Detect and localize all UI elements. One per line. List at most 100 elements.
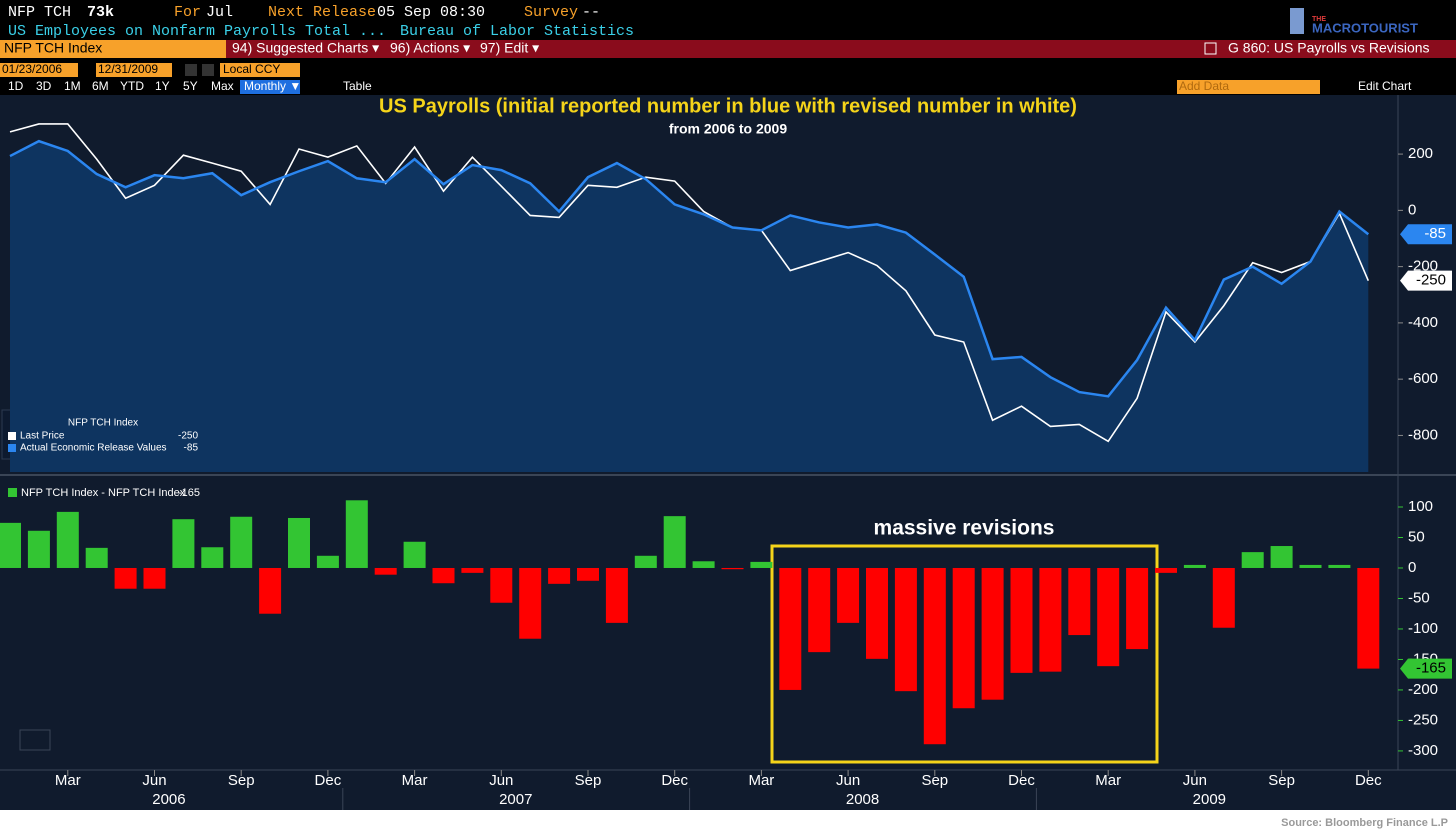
- x-tick-label: Dec: [661, 772, 688, 789]
- next-value: 05 Sep 08:30: [377, 4, 485, 21]
- period-button[interactable]: 1M: [64, 79, 81, 93]
- frequency-field[interactable]: [240, 80, 300, 94]
- edit-chart[interactable]: Edit Chart: [1358, 79, 1412, 93]
- period-button[interactable]: 6M: [92, 79, 109, 93]
- currency: Local CCY: [223, 62, 280, 76]
- x-tick-label: Sep: [921, 772, 948, 789]
- footer-bg: [0, 810, 1456, 839]
- add-data-field[interactable]: [1177, 80, 1320, 94]
- bar: [143, 567, 166, 589]
- period-button[interactable]: 5Y: [183, 79, 198, 93]
- bar: [1155, 567, 1177, 573]
- legend-value: -250: [178, 431, 198, 442]
- bar: [461, 567, 484, 573]
- menu-item[interactable]: 96) Actions ▾: [390, 40, 470, 56]
- logo-main: MACROTOURIST: [1312, 20, 1418, 35]
- bar: [114, 567, 137, 589]
- bar: [0, 522, 21, 568]
- x-tick-label: Dec: [1008, 772, 1035, 789]
- menu-item[interactable]: 94) Suggested Charts ▾: [232, 40, 379, 56]
- bar: [952, 567, 975, 709]
- y-tick-label: -50: [1408, 589, 1430, 606]
- last-value: 73k: [87, 4, 114, 21]
- x-tick-label: Sep: [1268, 772, 1295, 789]
- bar: [1039, 567, 1062, 672]
- year-label: 2007: [499, 791, 532, 808]
- legend-title: NFP TCH Index: [68, 418, 138, 429]
- end-date: 12/31/2009: [98, 62, 158, 76]
- last-value-label: -250: [1416, 272, 1446, 289]
- period-button[interactable]: 1D: [8, 79, 24, 93]
- last-value-tag: [1400, 224, 1452, 245]
- bar: [403, 541, 426, 568]
- bar: [1328, 564, 1351, 568]
- agency: Bureau of Labor Statistics: [400, 23, 634, 40]
- x-tick-label: Mar: [1095, 772, 1121, 789]
- legend-value: -165: [178, 487, 200, 499]
- series-line: [9, 123, 1370, 443]
- period-button[interactable]: Max: [211, 79, 234, 93]
- logo-small: THE: [1312, 16, 1326, 23]
- year-label: 2008: [846, 791, 879, 808]
- x-tick-label: Dec: [315, 772, 342, 789]
- bar: [1299, 564, 1322, 568]
- end-field[interactable]: [96, 63, 172, 77]
- y-tick-label: -250: [1408, 711, 1438, 728]
- next-label: Next Release: [268, 4, 376, 21]
- bar: [374, 567, 397, 575]
- bar: [27, 530, 50, 568]
- period-button[interactable]: 1Y: [155, 79, 170, 93]
- legend-value: -85: [184, 443, 199, 454]
- bar: [894, 567, 917, 692]
- legend-label: Actual Economic Release Values: [20, 443, 167, 454]
- bar: [808, 567, 831, 653]
- table-button[interactable]: Table: [343, 79, 372, 93]
- security-field[interactable]: [0, 40, 226, 58]
- start-field[interactable]: [0, 63, 78, 77]
- x-tick-label: Sep: [228, 772, 255, 789]
- legend-swatch: [8, 444, 16, 452]
- series-line: [9, 139, 1370, 398]
- bar: [490, 567, 513, 603]
- legend-swatch: [8, 488, 17, 497]
- security: NFP TCH Index: [4, 40, 102, 56]
- menu-item[interactable]: 97) Edit ▾: [480, 40, 539, 56]
- survey-label: Survey: [524, 4, 578, 21]
- toolbar-bg: [0, 40, 1456, 58]
- chart-type-button[interactable]: [19, 729, 51, 751]
- popout-icon[interactable]: [1204, 42, 1217, 55]
- next-button[interactable]: [202, 64, 214, 76]
- period-button[interactable]: 3D: [36, 79, 52, 93]
- bar: [1270, 546, 1293, 568]
- frequency: Monthly ▼: [244, 79, 301, 93]
- y-tick-label: -300: [1408, 742, 1438, 759]
- bar: [316, 555, 339, 568]
- prev-button[interactable]: [185, 64, 197, 76]
- x-tick-label: Jun: [1183, 772, 1207, 789]
- annotation-box: [770, 544, 1159, 764]
- last-value-label: -85: [1424, 225, 1446, 242]
- bar: [230, 516, 253, 568]
- bar: [923, 567, 946, 745]
- bar: [866, 567, 888, 659]
- legend-swatch: [8, 432, 16, 440]
- y-tick-label: -400: [1408, 314, 1438, 331]
- add-data: Add Data: [1179, 79, 1229, 93]
- bar: [288, 517, 310, 568]
- bar: [345, 500, 368, 568]
- bar: [692, 561, 715, 568]
- area: [10, 141, 1369, 472]
- for-value: Jul: [206, 4, 233, 21]
- y-tick-label: 0: [1408, 201, 1416, 218]
- bar: [663, 516, 686, 568]
- for-label: For: [174, 4, 201, 21]
- x-tick-label: Sep: [575, 772, 602, 789]
- x-tick-label: Mar: [55, 772, 81, 789]
- bar: [85, 547, 108, 568]
- bar: [1212, 567, 1235, 628]
- period-button[interactable]: YTD: [120, 79, 144, 93]
- currency-field[interactable]: [220, 63, 300, 77]
- x-tick-label: Dec: [1355, 772, 1382, 789]
- year-label: 2009: [1193, 791, 1226, 808]
- bar: [779, 567, 802, 690]
